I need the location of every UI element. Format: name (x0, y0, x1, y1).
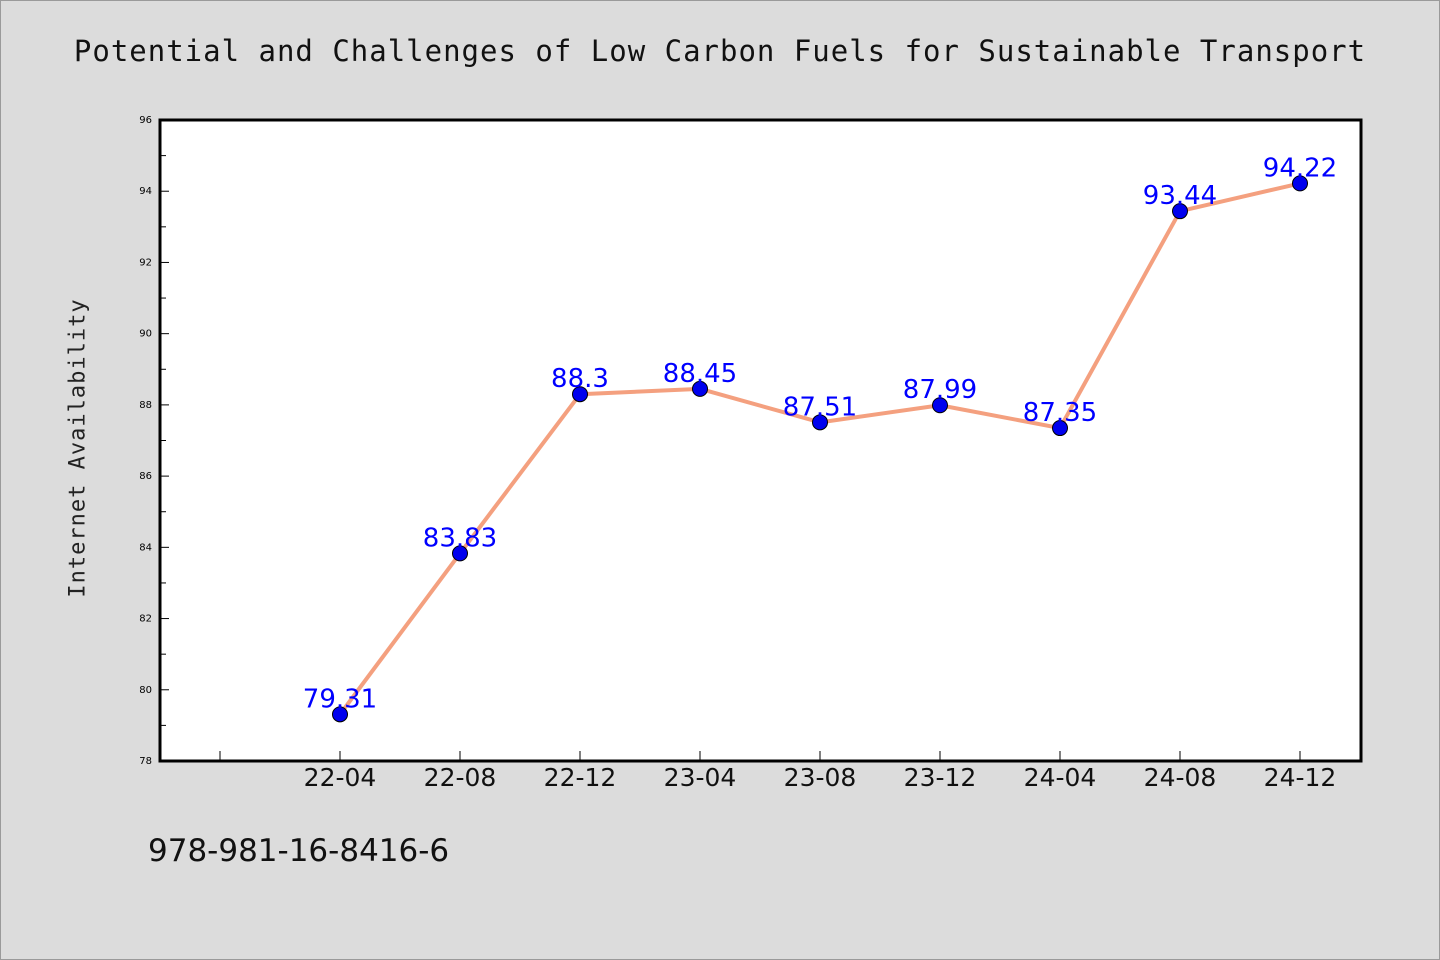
data-point (932, 397, 948, 414)
y-tick-label: 92 (139, 257, 152, 268)
x-tick-label: 22-08 (424, 763, 497, 792)
y-tick-label: 90 (139, 329, 152, 340)
y-tick-label: 96 (139, 115, 152, 126)
y-tick-label: 88 (139, 400, 152, 411)
data-point (1172, 203, 1188, 220)
plot-border (158, 118, 1363, 763)
data-label: 87.35 (1023, 398, 1097, 428)
data-label: 87.51 (783, 392, 857, 422)
chart-title: Potential and Challenges of Low Carbon F… (73, 34, 1367, 68)
data-point (1052, 420, 1068, 437)
x-tick-label: 22-12 (544, 763, 617, 792)
data-point (452, 545, 468, 562)
data-label: 88.3 (551, 364, 609, 394)
y-tick-label: 94 (139, 186, 152, 197)
plot-area (160, 120, 1361, 761)
x-tick-label: 23-04 (664, 763, 737, 792)
data-label: 93.44 (1143, 181, 1217, 211)
data-label: 83.83 (423, 523, 497, 553)
data-label: 88.45 (663, 359, 737, 389)
data-label: 79.31 (303, 684, 377, 714)
data-point (1292, 175, 1308, 192)
data-point (332, 706, 348, 723)
data-label: 87.99 (903, 375, 977, 405)
y-tick-label: 80 (139, 685, 152, 696)
x-tick-label: 24-08 (1144, 763, 1217, 792)
data-point (692, 380, 708, 397)
x-tick-label: 23-12 (904, 763, 977, 792)
data-point (572, 386, 588, 403)
isbn-footer: 978-981-16-8416-6 (148, 833, 450, 869)
x-tick-label: 23-08 (784, 763, 857, 792)
data-label: 94.22 (1263, 153, 1337, 183)
y-tick-label: 82 (139, 614, 152, 625)
data-point (812, 414, 828, 431)
y-tick-label: 86 (139, 471, 152, 482)
x-tick-label: 24-04 (1024, 763, 1097, 792)
y-tick-label: 78 (139, 756, 152, 767)
x-tick-label: 24-12 (1264, 763, 1337, 792)
y-tick-label: 84 (139, 542, 152, 553)
x-tick-label: 22-04 (304, 763, 377, 792)
